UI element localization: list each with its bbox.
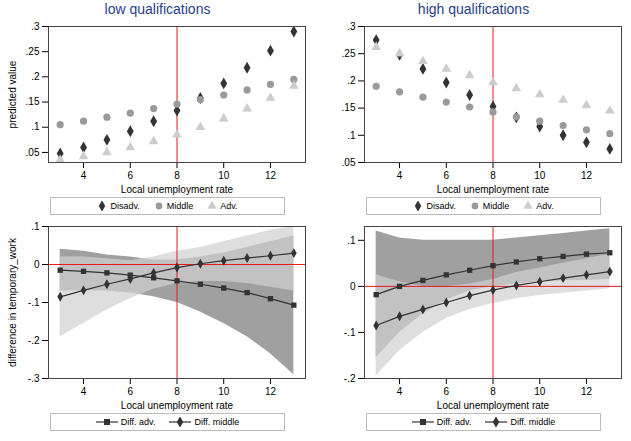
svg-text:.15: .15: [26, 96, 40, 107]
svg-text:.05: .05: [342, 157, 356, 168]
html-text:Diff. adv.: Diff. adv.: [436, 417, 472, 427]
svg-text:Local unemployment rate: Local unemployment rate: [437, 184, 550, 195]
svg-text:6: 6: [127, 386, 133, 397]
html-text:Middle: Middle: [166, 201, 194, 211]
svg-text:-.2: -.2: [28, 335, 40, 346]
svg-text:.2: .2: [347, 75, 356, 86]
html-text:Diff. middle: Diff. middle: [194, 417, 240, 427]
svg-text:-.1: -.1: [28, 297, 40, 308]
svg-text:-.2: -.2: [344, 373, 356, 384]
html-text:Adv.: Adv.: [536, 201, 554, 211]
svg-text:.3: .3: [347, 21, 356, 32]
svg-text:Local unemployment rate: Local unemployment rate: [437, 400, 550, 411]
svg-text:10: 10: [218, 170, 230, 181]
svg-text:4: 4: [81, 386, 87, 397]
svg-text:4: 4: [397, 386, 403, 397]
svg-text:4: 4: [397, 170, 403, 181]
svg-text:12: 12: [265, 386, 277, 397]
svg-text:.1: .1: [347, 235, 356, 246]
svg-text:6: 6: [443, 386, 449, 397]
svg-text:0: 0: [350, 281, 356, 292]
html-text:Disadv.: Disadv.: [426, 201, 456, 211]
svg-text:predicted value: predicted value: [7, 60, 18, 128]
svg-text:-.3: -.3: [28, 373, 40, 384]
svg-text:10: 10: [534, 170, 546, 181]
svg-text:12: 12: [581, 386, 593, 397]
html-text:Middle: Middle: [482, 201, 510, 211]
svg-text:Local unemployment rate: Local unemployment rate: [121, 184, 234, 195]
html-text:low qualifications: low qualifications: [104, 1, 211, 17]
svg-text:.05: .05: [26, 147, 40, 158]
svg-text:8: 8: [174, 170, 180, 181]
svg-text:.15: .15: [342, 102, 356, 113]
svg-text:0: 0: [34, 259, 40, 270]
svg-text:.1: .1: [31, 121, 40, 132]
svg-text:6: 6: [127, 170, 133, 181]
html-text:Diff. adv.: Diff. adv.: [120, 417, 156, 427]
svg-text:difference in temporary_work: difference in temporary_work: [7, 237, 18, 367]
svg-text:.25: .25: [342, 48, 356, 59]
html-text:high qualifications: high qualifications: [417, 1, 530, 17]
html-text:Diff. middle: Diff. middle: [510, 417, 556, 427]
svg-text:8: 8: [174, 386, 180, 397]
svg-text:6: 6: [443, 170, 449, 181]
html-text:Disadv.: Disadv.: [110, 201, 140, 211]
svg-text:8: 8: [490, 170, 496, 181]
svg-text:-.1: -.1: [344, 327, 356, 338]
svg-text:4: 4: [81, 170, 87, 181]
svg-text:12: 12: [581, 170, 593, 181]
svg-text:.25: .25: [26, 46, 40, 57]
svg-text:.2: .2: [31, 71, 40, 82]
svg-text:8: 8: [490, 386, 496, 397]
svg-text:Local unemployment rate: Local unemployment rate: [121, 400, 234, 411]
svg-text:.1: .1: [31, 221, 40, 232]
svg-text:10: 10: [218, 386, 230, 397]
svg-text:.3: .3: [31, 21, 40, 32]
svg-text:10: 10: [534, 386, 546, 397]
svg-text:.1: .1: [347, 130, 356, 141]
html-text:Adv.: Adv.: [220, 201, 238, 211]
svg-text:12: 12: [265, 170, 277, 181]
